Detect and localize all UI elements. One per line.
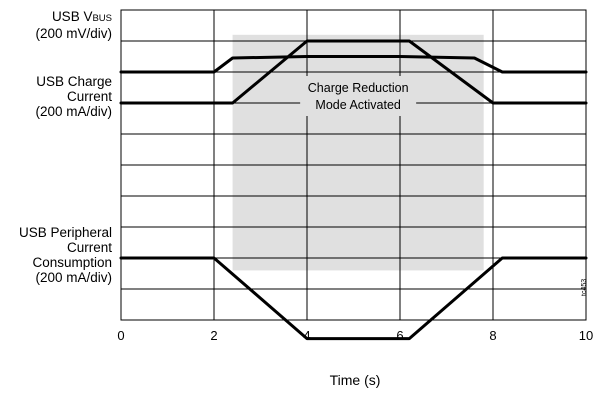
peripheral-label-scale: (200 mA/div) [35, 270, 112, 285]
annotation: Charge Reduction Mode Activated [300, 76, 417, 116]
figure-code: tc453 [581, 278, 588, 296]
annotation-line: Charge Reduction [308, 81, 409, 95]
charge-current-label: USB Charge Current (200 mA/div) [35, 74, 112, 119]
vbus-label-line1: USB V [51, 9, 93, 24]
x-tick-label: 10 [579, 328, 593, 343]
charge-current-label-line1: USB Charge [36, 74, 112, 89]
charge-current-trace [119, 39, 588, 105]
annotation-line: Mode Activated [315, 98, 401, 112]
x-axis-label: Time (s) [329, 372, 381, 388]
x-tick-label: 2 [210, 328, 217, 343]
peripheral-current-trace [119, 256, 588, 341]
charge-current-label-line2: Current [66, 89, 112, 104]
charge-current-label-scale: (200 mA/div) [35, 104, 112, 119]
x-tick-label: 0 [117, 328, 124, 343]
peripheral-label-line2: Current [66, 240, 112, 255]
vbus-label-subscript: BUS [92, 13, 112, 24]
x-tick-label: 8 [489, 328, 496, 343]
peripheral-label-line1: USB Peripheral [18, 225, 112, 240]
vbus-trace [119, 55, 588, 74]
shaded-region [232, 34, 484, 271]
peripheral-label-line3: Consumption [32, 255, 112, 270]
x-tick-labels: 0 2 4 6 8 10 [117, 328, 593, 343]
x-tick-label: 6 [396, 328, 403, 343]
traces [119, 39, 588, 341]
vbus-label-scale: (200 mV/div) [35, 26, 112, 41]
vbus-label: USB VBUS (200 mV/div) [35, 9, 112, 41]
peripheral-current-label: USB Peripheral Current Consumption (200 … [19, 225, 112, 285]
annotation-box [300, 76, 417, 116]
x-tick-label: 4 [303, 328, 310, 343]
